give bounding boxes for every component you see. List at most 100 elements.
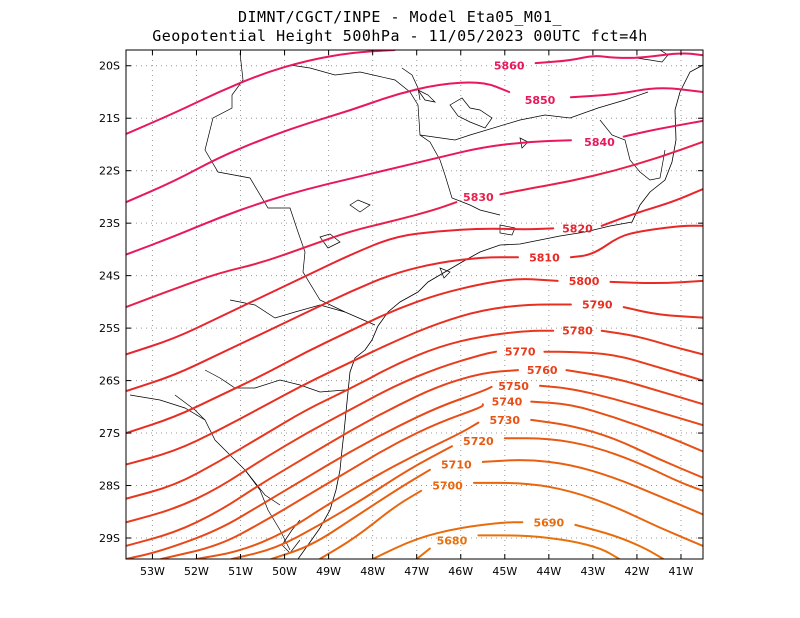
contour-label-5730: 5730 (489, 414, 520, 427)
contour-label-5710: 5710 (441, 459, 472, 472)
contour-label-5850: 5850 (525, 94, 556, 107)
state-border (419, 91, 649, 141)
contour-5800 (126, 278, 559, 435)
contour-label-5680: 5680 (437, 535, 468, 548)
y-tick-label: 26S (99, 375, 120, 388)
contour-5680 (415, 547, 431, 559)
contour-label-5830: 5830 (463, 191, 494, 204)
contour-label-5790: 5790 (582, 299, 613, 312)
contour-5780 (126, 329, 555, 500)
island-shoreline (499, 224, 516, 236)
contour-5750 (539, 384, 703, 427)
contour-5750 (126, 385, 493, 559)
reservoir-shoreline (417, 89, 437, 103)
coastline (635, 50, 669, 63)
state-border (129, 394, 291, 551)
contour-label-5780: 5780 (562, 325, 593, 338)
x-tick-label: 43W (580, 565, 605, 578)
state-border (174, 394, 206, 421)
contour-label-5800: 5800 (569, 275, 600, 288)
contour-5740 (160, 403, 484, 559)
contour-5840 (622, 119, 703, 138)
x-tick-label: 49W (316, 565, 341, 578)
lat-lon-grid (126, 50, 703, 559)
chart-title-line-1: DIMNT/CGCT/INPE - Model Eta05_M01_ (237, 8, 563, 26)
state-border (244, 469, 281, 506)
state-border (229, 299, 346, 319)
contour-5770 (126, 350, 497, 524)
coastline (297, 64, 703, 559)
y-tick-label: 29S (99, 532, 120, 545)
contour-5820 (126, 227, 555, 356)
y-tick-label: 22S (99, 165, 120, 178)
x-tick-label: 42W (624, 565, 649, 578)
x-tick-label: 47W (404, 565, 429, 578)
contour-5690 (371, 521, 524, 559)
contour-5690 (574, 523, 665, 559)
x-tick-label: 45W (492, 565, 517, 578)
coastline-and-borders (129, 50, 703, 559)
map-frame (125, 49, 704, 560)
contour-5730 (530, 418, 703, 479)
contour-label-5690: 5690 (534, 516, 565, 529)
contour-5830 (499, 140, 703, 196)
x-tick-label: 53W (140, 565, 165, 578)
contour-labels: 5860 5850 5840 5830 5820 5810 5800 5790 5780 5770… (432, 60, 615, 548)
reservoir-shoreline (449, 97, 493, 129)
contour-5680 (477, 534, 621, 559)
contour-5790 (622, 306, 703, 319)
contour-label-5810: 5810 (529, 251, 560, 264)
state-border (401, 67, 421, 101)
contour-label-5840: 5840 (584, 136, 615, 149)
reservoir-shoreline (439, 267, 451, 279)
contour-label-5760: 5760 (527, 364, 558, 377)
contour-5800 (609, 279, 703, 285)
chart-title-line-2: Geopotential Height 500hPa - 11/05/2023 … (152, 27, 648, 45)
contour-label-5820: 5820 (562, 222, 593, 235)
x-tick-label: 51W (228, 565, 253, 578)
state-border (599, 119, 666, 181)
contour-label-5750: 5750 (498, 380, 529, 393)
contour-5740 (530, 400, 703, 453)
contour-5850 (569, 87, 703, 99)
y-tick-label: 28S (99, 480, 120, 493)
axis-ticks: 53W 52W 51W 50W 49W 48W 47W 46W 45W 44W 43W 42W 41W 2… (99, 50, 703, 578)
y-tick-label: 24S (99, 270, 120, 283)
contour-5710 (270, 468, 431, 559)
contour-label-5770: 5770 (505, 346, 536, 359)
contour-5810 (569, 224, 703, 259)
contour-5860 (534, 52, 703, 65)
contour-5810 (126, 256, 519, 393)
contour-5830 (126, 201, 458, 309)
x-tick-label: 52W (184, 565, 209, 578)
x-tick-label: 44W (536, 565, 561, 578)
contour-5720 (503, 437, 703, 492)
contour-label-5740: 5740 (492, 396, 523, 409)
y-tick-label: 25S (99, 322, 120, 335)
state-border (204, 369, 346, 393)
state-border (204, 52, 376, 326)
contour-label-5700: 5700 (432, 480, 463, 493)
contour-5710 (481, 459, 703, 516)
x-tick-label: 50W (272, 565, 297, 578)
y-tick-label: 27S (99, 427, 120, 440)
y-tick-label: 23S (99, 217, 120, 230)
contour-5820 (600, 188, 703, 227)
geopotential-contours (126, 50, 703, 559)
contour-5700 (318, 489, 423, 559)
contour-5840 (126, 139, 572, 256)
contour-label-5860: 5860 (494, 60, 525, 73)
contour-5760 (565, 369, 703, 406)
reservoir-shoreline (349, 199, 371, 213)
contour-5770 (543, 350, 703, 382)
reservoir-shoreline (319, 233, 341, 249)
contour-5700 (473, 481, 703, 547)
contour-label-5720: 5720 (463, 435, 494, 448)
x-tick-label: 46W (448, 565, 473, 578)
contour-5730 (195, 421, 480, 559)
y-tick-label: 20S (99, 60, 120, 73)
y-tick-label: 21S (99, 112, 120, 125)
x-tick-label: 48W (360, 565, 385, 578)
contour-5850 (126, 81, 511, 204)
